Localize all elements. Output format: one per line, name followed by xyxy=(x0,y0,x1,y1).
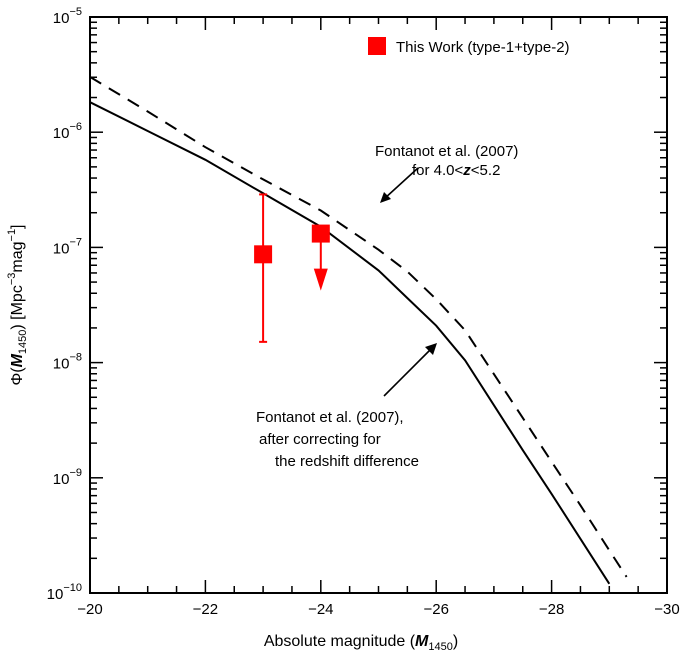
annotation-arrow xyxy=(383,347,433,397)
x-tick-label: −30 xyxy=(654,601,679,618)
data-point xyxy=(311,224,330,243)
x-axis-title: Absolute magnitude (M1450) xyxy=(264,633,458,653)
annotation-line: after correcting for xyxy=(259,431,381,448)
annotation-arrowhead xyxy=(425,343,437,355)
y-axis: 10−10 10−9 10−8 10−7 10−6 10−5 xyxy=(47,6,667,603)
x-tick-label: −28 xyxy=(539,601,564,618)
series-line-solid xyxy=(89,101,611,585)
x-tick-label: −22 xyxy=(193,601,218,618)
upper-limit-arrowhead xyxy=(313,268,328,291)
y-axis-title: Φ(M1450) [Mpc−3mag−1] xyxy=(6,224,29,385)
annotation-fontanot-dashed: Fontanot et al. (2007) for 4.0<z<5.2 xyxy=(375,143,518,203)
y-tick-label: 10−5 xyxy=(53,6,82,27)
y-tick-label: 10−8 xyxy=(53,352,82,373)
series-line-dashed xyxy=(89,76,628,578)
legend: This Work (type-1+type-2) xyxy=(368,37,570,56)
y-tick-label: 10−9 xyxy=(53,467,82,488)
x-axis: −20 −22 −24 −26 −28 −30 xyxy=(77,17,680,618)
legend-marker xyxy=(368,37,386,55)
data-points xyxy=(254,193,330,343)
y-tick-label: 10−7 xyxy=(53,236,82,257)
x-tick-label: −26 xyxy=(423,601,448,618)
x-tick-label: −24 xyxy=(308,601,333,618)
annotation-fontanot-solid: Fontanot et al. (2007), after correcting… xyxy=(256,343,437,470)
annotation-line: Fontanot et al. (2007), xyxy=(256,409,404,426)
y-tick-label: 10−10 xyxy=(47,582,82,603)
y-tick-label: 10−6 xyxy=(53,121,82,142)
annotation-arrow xyxy=(383,167,419,200)
series-layer xyxy=(89,76,628,585)
legend-label: This Work (type-1+type-2) xyxy=(396,39,570,56)
annotation-line: the redshift difference xyxy=(275,453,419,470)
x-tick-label: −20 xyxy=(77,601,102,618)
annotation-arrowhead xyxy=(380,192,391,203)
data-point xyxy=(254,245,273,264)
annotation-line: for 4.0<z<5.2 xyxy=(412,162,500,179)
annotation-line: Fontanot et al. (2007) xyxy=(375,143,518,160)
